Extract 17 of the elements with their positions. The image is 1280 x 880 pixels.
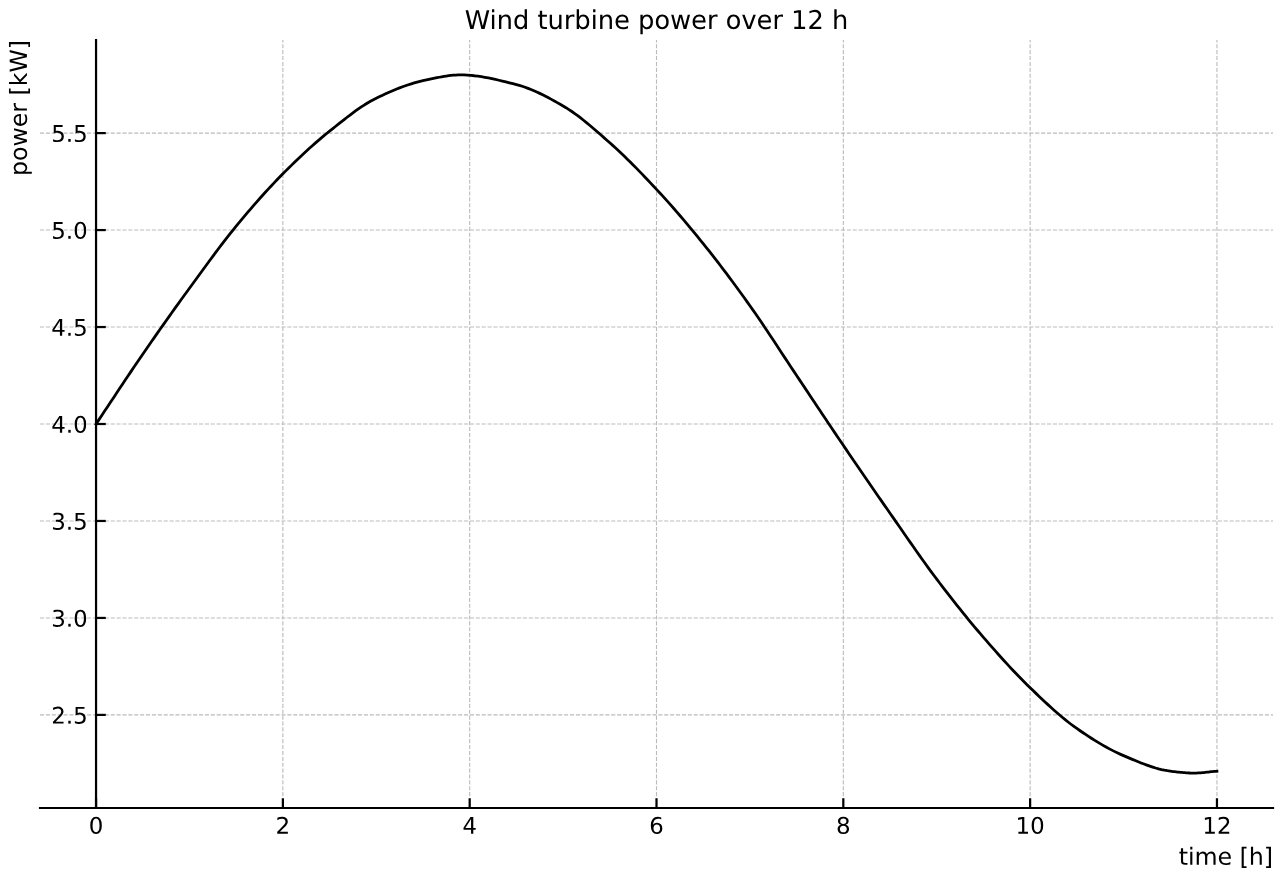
- y-tick-label: 2.5: [52, 706, 86, 724]
- y-tick-label: 4.0: [52, 415, 87, 434]
- x-axis-title: time [h]: [1179, 846, 1271, 868]
- y-tick-label: 5.5: [53, 125, 86, 143]
- x-tick-label: 8: [837, 816, 850, 835]
- y-axis-title: power [kW]: [8, 42, 32, 174]
- y-tick-label: 4.5: [52, 319, 86, 337]
- x-tick-label: 10: [1018, 816, 1044, 835]
- x-tick-label: 12: [1204, 816, 1230, 834]
- y-tick-label: 3.0: [53, 609, 87, 627]
- x-tick-label: 2: [277, 816, 288, 834]
- y-tick-label: 5.0: [53, 221, 87, 240]
- y-tick-label: 3.5: [53, 512, 86, 530]
- x-tick-label: 4: [463, 817, 476, 834]
- x-tick-label: 6: [650, 816, 663, 835]
- chart-title: Wind turbine power over 12 h: [465, 9, 847, 35]
- x-tick-label: 0: [90, 816, 102, 835]
